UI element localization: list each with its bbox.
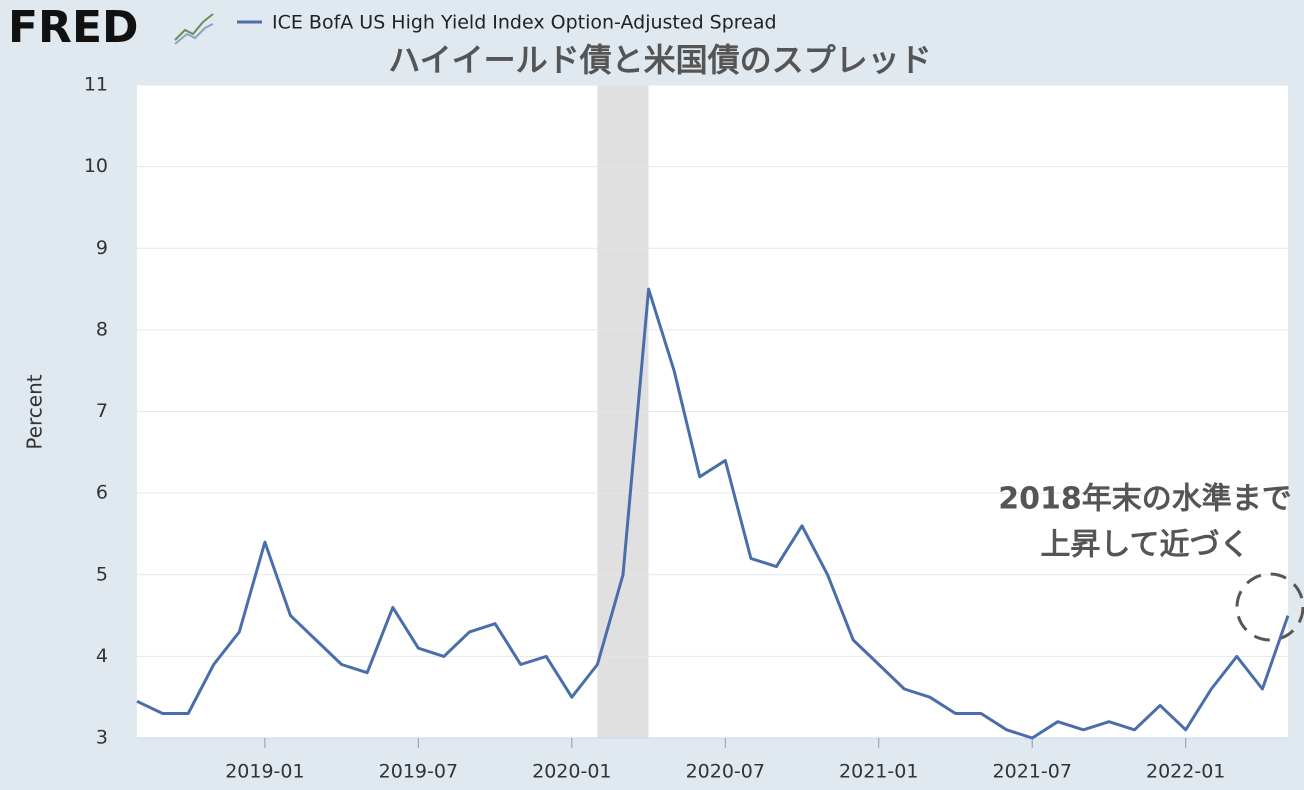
legend-label[interactable]: ICE BofA US High Yield Index Option-Adju… [272, 12, 777, 34]
y-tick-label: 8 [96, 318, 108, 340]
y-tick-label: 9 [96, 237, 108, 259]
x-tick-label: 2019-01 [225, 761, 304, 783]
logo-icon [173, 8, 215, 45]
x-tick-label: 2020-07 [686, 761, 765, 783]
data-line [136, 287, 1290, 740]
y-tick-label: 4 [96, 645, 108, 667]
x-tick-label: 2021-01 [839, 761, 918, 783]
highlight-circle [1235, 572, 1304, 642]
x-tick-label: 2019-07 [379, 761, 458, 783]
y-tick-label: 7 [96, 400, 108, 422]
y-tick-label: 11 [84, 74, 108, 96]
y-tick-label: 3 [96, 727, 108, 749]
annotation: 上昇して近づく [1040, 528, 1249, 563]
chart-title: ハイイールド債と米国債のスプレッド [388, 41, 931, 79]
y-tick-label: 10 [84, 155, 108, 177]
y-axis-label: Percent [23, 374, 47, 449]
x-tick-label: 2020-01 [532, 761, 611, 783]
y-tick-label: 5 [96, 563, 108, 585]
x-tick-label: 2021-07 [993, 761, 1072, 783]
y-tick-label: 6 [96, 482, 108, 504]
annotation: 2018年末の水準まで [998, 482, 1292, 517]
x-tick-label: 2022-01 [1146, 761, 1225, 783]
logo[interactable]: FRED [8, 2, 139, 53]
